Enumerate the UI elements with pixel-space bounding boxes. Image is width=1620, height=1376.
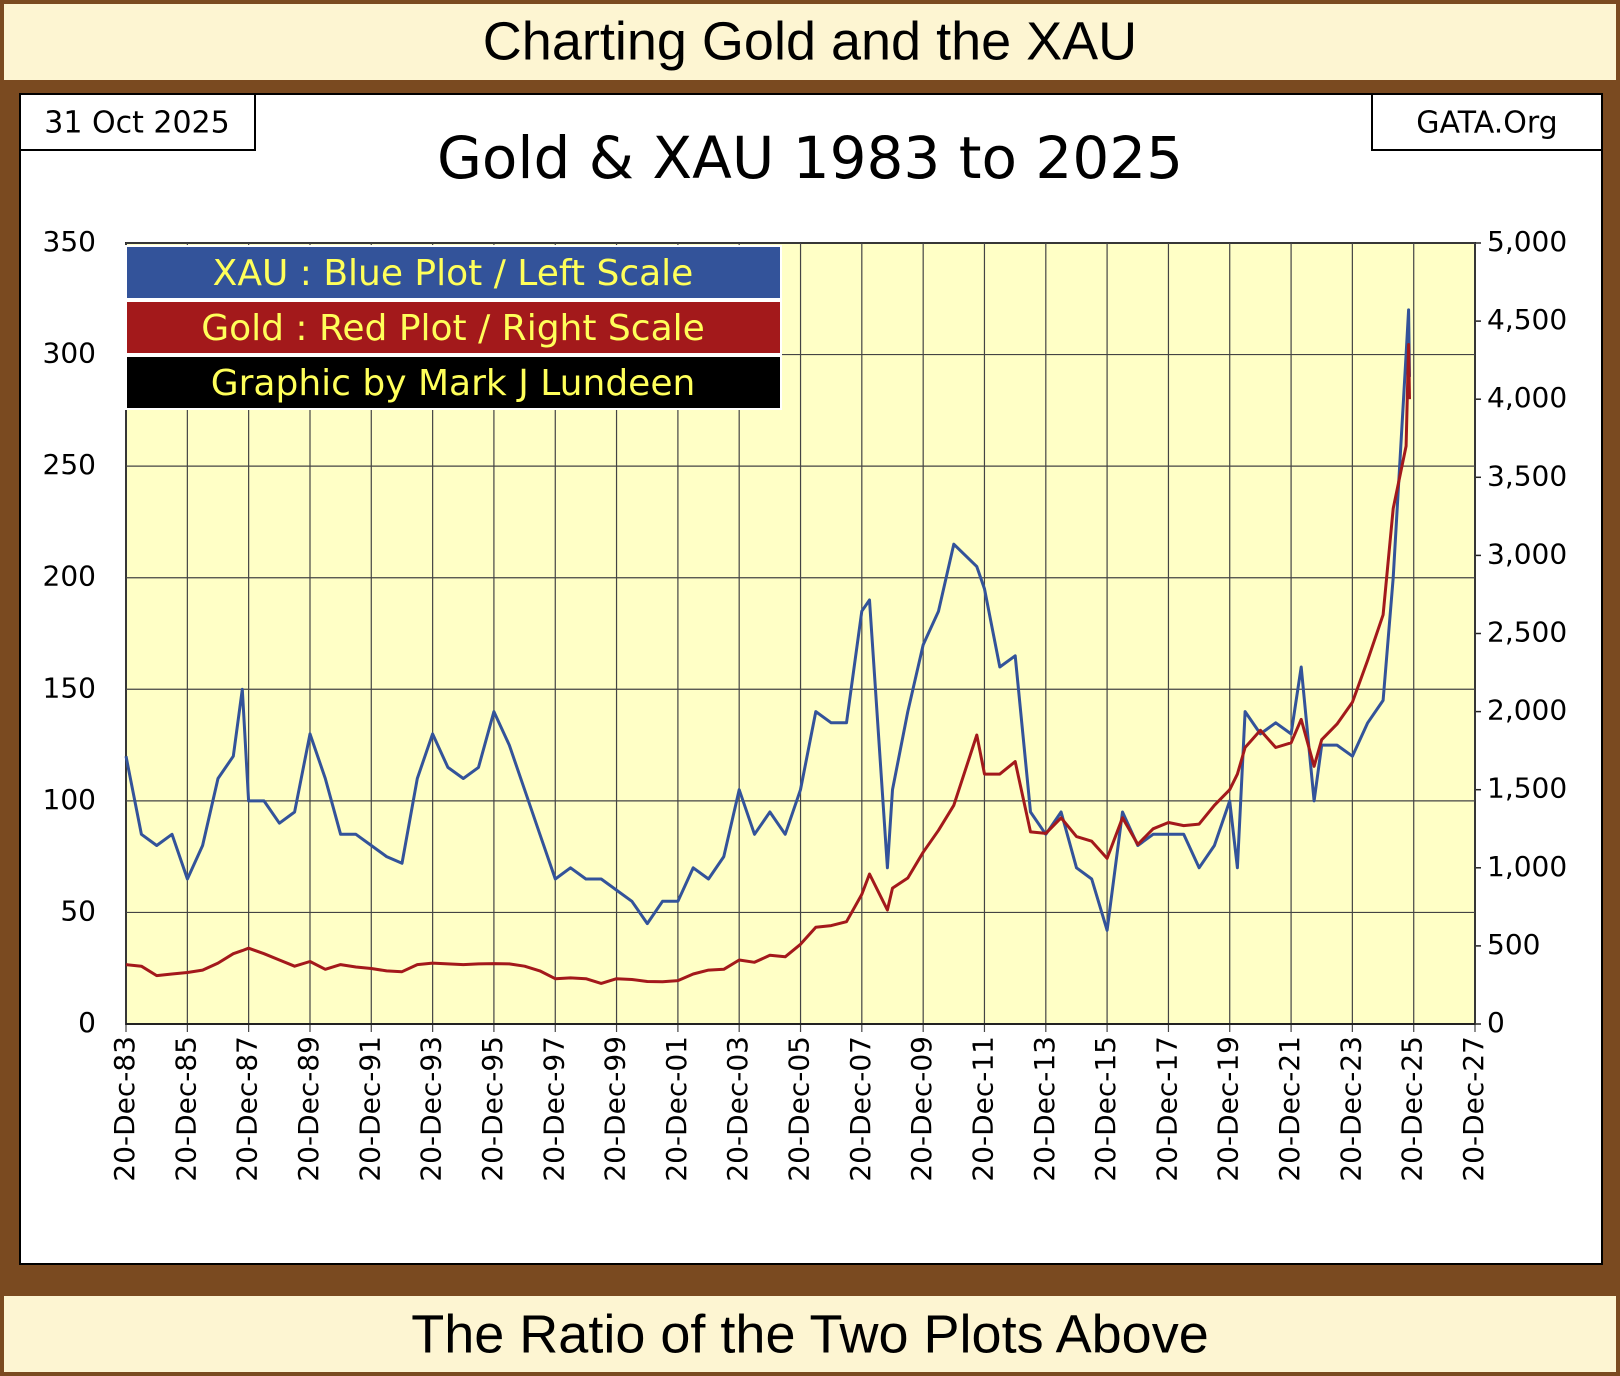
y2-tick-label: 3,000 (1487, 537, 1567, 570)
series-line (124, 308, 1411, 932)
footer: The Ratio of the Two Plots Above (411, 1304, 1208, 1364)
date: 31 Oct 2025 (44, 106, 229, 141)
y2-tick-label: 4,500 (1487, 303, 1567, 336)
y2-tick-label: 5,000 (1487, 225, 1567, 258)
date-box (19, 93, 256, 151)
legend-row (125, 245, 782, 300)
x-tick-label: 20-Dec-19 (1212, 1036, 1245, 1182)
x-tick-label: 20-Dec-83 (108, 1036, 141, 1182)
source: GATA.Org (1416, 106, 1557, 141)
series-line (125, 343, 1411, 985)
y-tick-label: 300 (43, 337, 96, 370)
x-tick-label: 20-Dec-23 (1334, 1036, 1367, 1182)
y2-tick-label: 0 (1487, 1006, 1505, 1039)
y-tick-label: 200 (43, 560, 96, 593)
x-tick-label: 20-Dec-17 (1150, 1036, 1183, 1182)
y-tick-label: 0 (78, 1006, 96, 1039)
chart-title: Gold & XAU 1983 to 2025 (437, 124, 1183, 192)
y-tick-label: 150 (43, 671, 96, 704)
x-tick-label: 20-Dec-25 (1396, 1036, 1429, 1182)
y2-tick-label: 1,000 (1487, 850, 1567, 883)
x-tick-label: 20-Dec-05 (783, 1036, 816, 1182)
y-tick-label: 100 (43, 783, 96, 816)
x-tick-label: 20-Dec-91 (353, 1036, 386, 1182)
x-tick-label: 20-Dec-87 (231, 1036, 264, 1182)
footer-band (4, 1296, 1616, 1372)
x-tick-label: 20-Dec-85 (169, 1036, 202, 1182)
legend-row (125, 300, 782, 355)
legend-label: XAU : Blue Plot / Left Scale (213, 253, 694, 294)
y-tick-label: 50 (60, 894, 96, 927)
header-band (4, 4, 1616, 80)
y2-tick-label: 2,000 (1487, 694, 1567, 727)
credit: Graphic by Mark J Lundeen (211, 363, 696, 404)
header: Charting Gold and the XAU (483, 11, 1137, 71)
x-tick-label: 20-Dec-95 (476, 1036, 509, 1182)
x-tick-label: 20-Dec-01 (660, 1036, 693, 1182)
x-tick-label: 20-Dec-27 (1457, 1036, 1490, 1182)
y2-tick-label: 500 (1487, 928, 1540, 961)
legend-label: Gold : Red Plot / Right Scale (201, 308, 705, 349)
x-tick-label: 20-Dec-09 (905, 1036, 938, 1182)
source-box (1371, 93, 1603, 151)
x-tick-label: 20-Dec-99 (599, 1036, 632, 1182)
y2-tick-label: 3,500 (1487, 459, 1567, 492)
x-tick-label: 20-Dec-15 (1089, 1036, 1122, 1182)
x-tick-label: 20-Dec-13 (1028, 1036, 1061, 1182)
x-tick-label: 20-Dec-93 (415, 1036, 448, 1182)
y2-tick-label: 1,500 (1487, 772, 1567, 805)
x-tick-label: 20-Dec-97 (537, 1036, 570, 1182)
x-tick-label: 20-Dec-89 (292, 1036, 325, 1182)
x-tick-label: 20-Dec-07 (844, 1036, 877, 1182)
x-tick-label: 20-Dec-03 (721, 1036, 754, 1182)
legend-row (125, 355, 782, 410)
y2-tick-label: 2,500 (1487, 616, 1567, 649)
y-tick-label: 350 (43, 225, 96, 258)
y-tick-label: 250 (43, 448, 96, 481)
x-tick-label: 20-Dec-21 (1273, 1036, 1306, 1182)
y2-tick-label: 4,000 (1487, 381, 1567, 414)
x-tick-label: 20-Dec-11 (966, 1036, 999, 1182)
